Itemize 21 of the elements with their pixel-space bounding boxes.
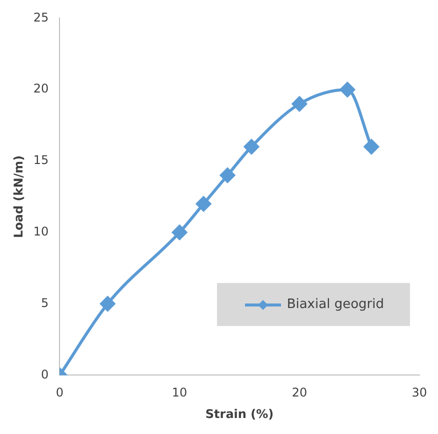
y-axis-title: Load (kN/m): [11, 155, 26, 238]
y-tick-label: 5: [41, 296, 49, 310]
point: [292, 96, 307, 112]
x-tick-label: 30: [412, 386, 428, 400]
point: [244, 139, 260, 154]
x-tick-label: 10: [172, 386, 188, 400]
x-tick-label: 20: [292, 386, 308, 400]
y-tick-label: 25: [33, 10, 49, 24]
point: [100, 296, 116, 312]
point: [196, 196, 212, 212]
y-tick-label: 15: [33, 153, 49, 168]
legend-label: Biaxial geogrid: [286, 297, 384, 312]
point: [172, 224, 188, 240]
y-tick-label: 20: [33, 82, 49, 96]
point: [364, 139, 379, 154]
point: [340, 82, 355, 98]
y-tick-label: 0: [41, 367, 49, 382]
y-tick-label: 10: [33, 224, 49, 239]
x-axis-title: Strain (%): [205, 406, 274, 421]
point: [220, 168, 236, 183]
x-tick-label: 0: [56, 386, 64, 400]
